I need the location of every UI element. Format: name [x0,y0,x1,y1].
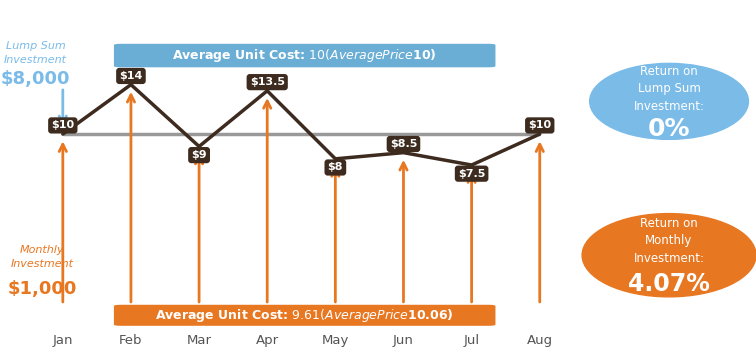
Text: $10: $10 [51,121,74,130]
Text: Average Unit Cost: $9.61 (Average Price $10.06): Average Unit Cost: $9.61 (Average Price … [156,307,454,324]
Text: $7.5: $7.5 [458,169,485,179]
Text: 4.07%: 4.07% [628,272,710,296]
Text: 0%: 0% [648,117,690,140]
Text: $8.5: $8.5 [390,139,417,149]
Text: $14: $14 [119,71,143,81]
Text: $8,000: $8,000 [1,70,70,88]
Text: Lump Sum
Investment: Lump Sum Investment [4,41,67,64]
Text: Return on
Lump Sum
Investment:: Return on Lump Sum Investment: [634,65,705,113]
Text: $1,000: $1,000 [8,280,77,298]
Text: $13.5: $13.5 [249,77,285,87]
Text: $10: $10 [528,121,551,130]
FancyBboxPatch shape [114,305,495,326]
Text: $9: $9 [191,150,207,160]
Text: Return on
Monthly
Investment:: Return on Monthly Investment: [634,217,705,265]
Text: $8: $8 [327,163,343,172]
Text: Average Unit Cost: $10 (Average Price $10): Average Unit Cost: $10 (Average Price $1… [172,47,437,64]
FancyBboxPatch shape [114,44,495,67]
Text: Monthly
Investment: Monthly Investment [11,245,74,269]
